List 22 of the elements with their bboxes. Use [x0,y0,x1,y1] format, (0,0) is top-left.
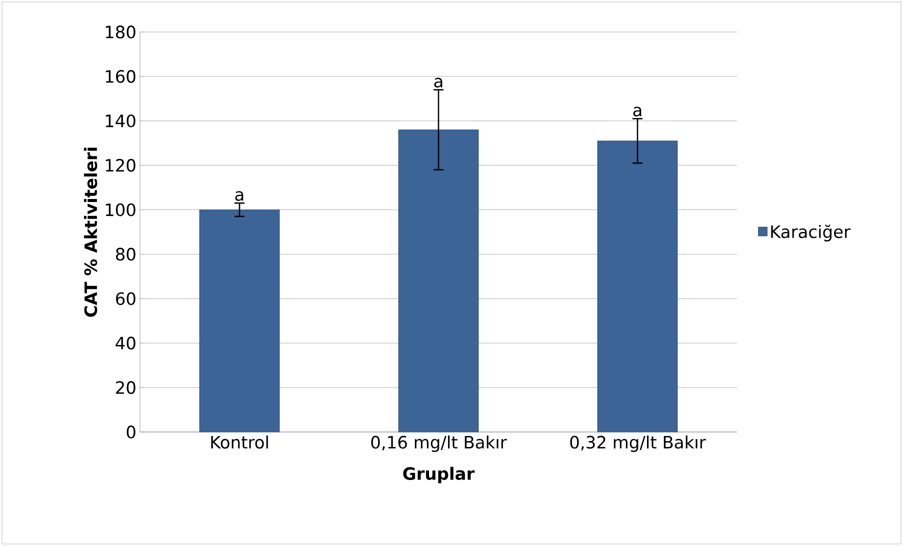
legend-label: Karaciğer [771,224,851,242]
bar [398,130,479,432]
x-axis-title: Gruplar [403,466,475,484]
y-tick-label: 0 [126,426,136,438]
y-tick-label: 80 [116,248,136,261]
y-tick-label: 100 [106,203,136,216]
y-axis-title: CAT % Aktiviteleri [84,148,98,317]
annotation: a [235,191,244,201]
y-tick-label: 140 [106,114,136,128]
annotation: a [434,78,442,88]
x-tick-label: 0,32 mg/lt Bakır [570,436,706,452]
y-tick-label: 40 [116,336,136,350]
y-tick-label: 120 [106,158,136,172]
y-tick-label: 60 [116,292,136,306]
y-tick-label: 20 [116,381,136,394]
y-tick-label: 160 [106,70,136,83]
y-tick-label: 180 [106,26,136,38]
x-tick-label: 0,16 mg/lt Bakır [371,436,507,452]
annotation: a [633,106,642,116]
bar [597,140,678,432]
x-tick-label: Kontrol [211,436,268,449]
bar [199,210,280,432]
